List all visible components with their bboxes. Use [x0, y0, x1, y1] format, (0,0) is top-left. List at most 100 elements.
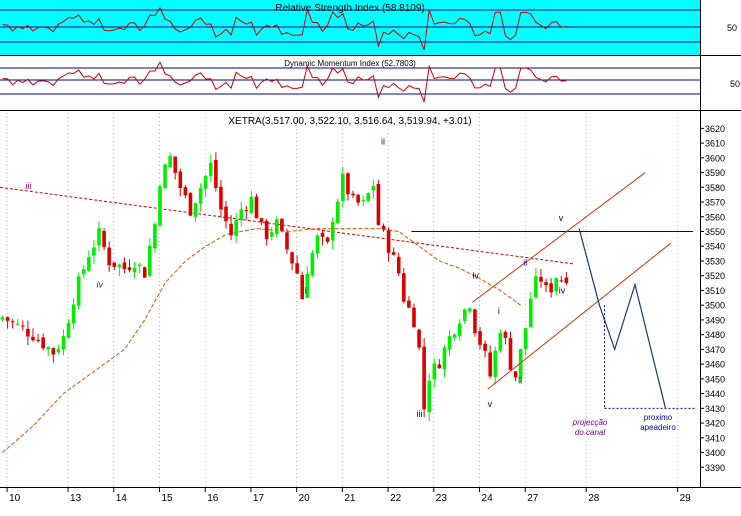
candle-body	[564, 277, 569, 284]
candle-body	[462, 309, 467, 321]
candle-body	[325, 237, 330, 242]
candle-body	[117, 264, 122, 268]
candle-body	[341, 173, 345, 201]
candle-body	[214, 160, 218, 188]
projection-annotation-line: do canal	[575, 428, 605, 437]
candle-body	[488, 352, 492, 377]
candle-body	[168, 156, 172, 168]
y-tick-label: 3600	[705, 153, 725, 163]
candle-body	[229, 223, 233, 236]
candle-body	[351, 193, 355, 196]
rsi-level-label: 50	[727, 23, 737, 33]
candle-body	[366, 193, 371, 201]
candle-body	[473, 309, 477, 333]
candle-body	[239, 209, 244, 221]
y-tick-label: 3440	[705, 389, 725, 399]
wave-label: iv	[559, 285, 566, 295]
channel-lower-line	[487, 242, 671, 390]
rsi-title: Relative Strength Index (58.8109)	[275, 3, 425, 14]
candle-body	[87, 257, 91, 271]
candle-body	[254, 196, 259, 219]
candle-body	[193, 202, 198, 217]
candle-body	[356, 194, 360, 203]
y-tick-label: 3570	[705, 198, 725, 208]
candle-body	[5, 317, 10, 321]
candle-body	[269, 232, 274, 237]
downtrend-line	[0, 186, 575, 265]
candle-body	[427, 380, 432, 413]
wave-label: iii	[417, 409, 423, 419]
candle-body	[361, 200, 365, 202]
candle-body	[275, 219, 279, 235]
candle-body	[407, 300, 411, 308]
y-tick-label: 3540	[705, 242, 725, 252]
next-stop-annotation-line: apeadeiro	[640, 423, 676, 432]
candle-body	[422, 346, 426, 410]
candle-body	[396, 256, 401, 274]
candle-body	[290, 252, 294, 264]
wave-label: iii	[25, 181, 32, 191]
candle-body	[163, 164, 167, 189]
candle-body	[437, 364, 442, 369]
candle-body	[412, 307, 416, 328]
candle-body	[92, 247, 96, 256]
candle-body	[51, 348, 56, 355]
wave-label: i	[498, 306, 500, 316]
candle-body	[71, 304, 76, 324]
y-tick-label: 3500	[705, 301, 725, 311]
candle-body	[178, 171, 183, 189]
candle-body	[153, 224, 157, 249]
candle-body	[391, 252, 396, 255]
candle-body	[61, 336, 66, 350]
candle-body	[112, 262, 117, 267]
y-tick-label: 3560	[705, 212, 725, 222]
candle-body	[122, 262, 127, 269]
candle-body	[76, 276, 81, 306]
x-tick-label: 28	[588, 493, 600, 504]
dmi-level-label: 50	[730, 79, 740, 89]
candle-body	[198, 188, 203, 204]
candle-body	[452, 334, 457, 338]
candles	[0, 152, 569, 422]
y-tick-label: 3480	[705, 330, 725, 340]
candle-body	[371, 186, 376, 191]
candle-body	[102, 230, 106, 247]
candle-body	[66, 323, 71, 338]
candle-body	[31, 336, 35, 341]
candle-body	[483, 343, 487, 351]
candle-body	[432, 363, 437, 380]
y-tick-label: 3580	[705, 183, 725, 193]
x-tick-label: 23	[436, 493, 448, 504]
projection-path	[578, 228, 667, 409]
candle-body	[330, 222, 335, 241]
candle-body	[148, 245, 152, 276]
y-tick-label: 3470	[705, 345, 725, 355]
wave-label: ii	[523, 257, 527, 267]
x-tick-label: 16	[207, 493, 219, 504]
dmi-line	[2, 61, 567, 103]
x-tick-label: 10	[9, 493, 21, 504]
candle-body	[295, 263, 299, 274]
candle-body	[173, 156, 178, 173]
y-tick-label: 3510	[705, 286, 725, 296]
wave-label: i	[305, 285, 307, 295]
x-tick-label: 24	[482, 493, 494, 504]
x-tick-label: 27	[527, 493, 539, 504]
dmi-panel: Dynamic Momentum Index (52.7803) 50	[0, 59, 740, 103]
y-tick-label: 3420	[705, 419, 725, 429]
candle-body	[478, 331, 482, 345]
candle-body	[534, 276, 538, 298]
y-tick-label: 3450	[705, 374, 725, 384]
candle-body	[132, 267, 137, 273]
next-stop-annotation-line: proximo	[644, 413, 673, 422]
x-tick-label: 29	[680, 493, 692, 504]
candle-body	[280, 218, 284, 231]
candle-body	[142, 267, 147, 278]
candle-body	[442, 347, 447, 370]
candle-body	[46, 347, 51, 350]
candle-body	[188, 192, 193, 216]
candle-body	[447, 336, 452, 350]
candle-body	[56, 348, 61, 353]
